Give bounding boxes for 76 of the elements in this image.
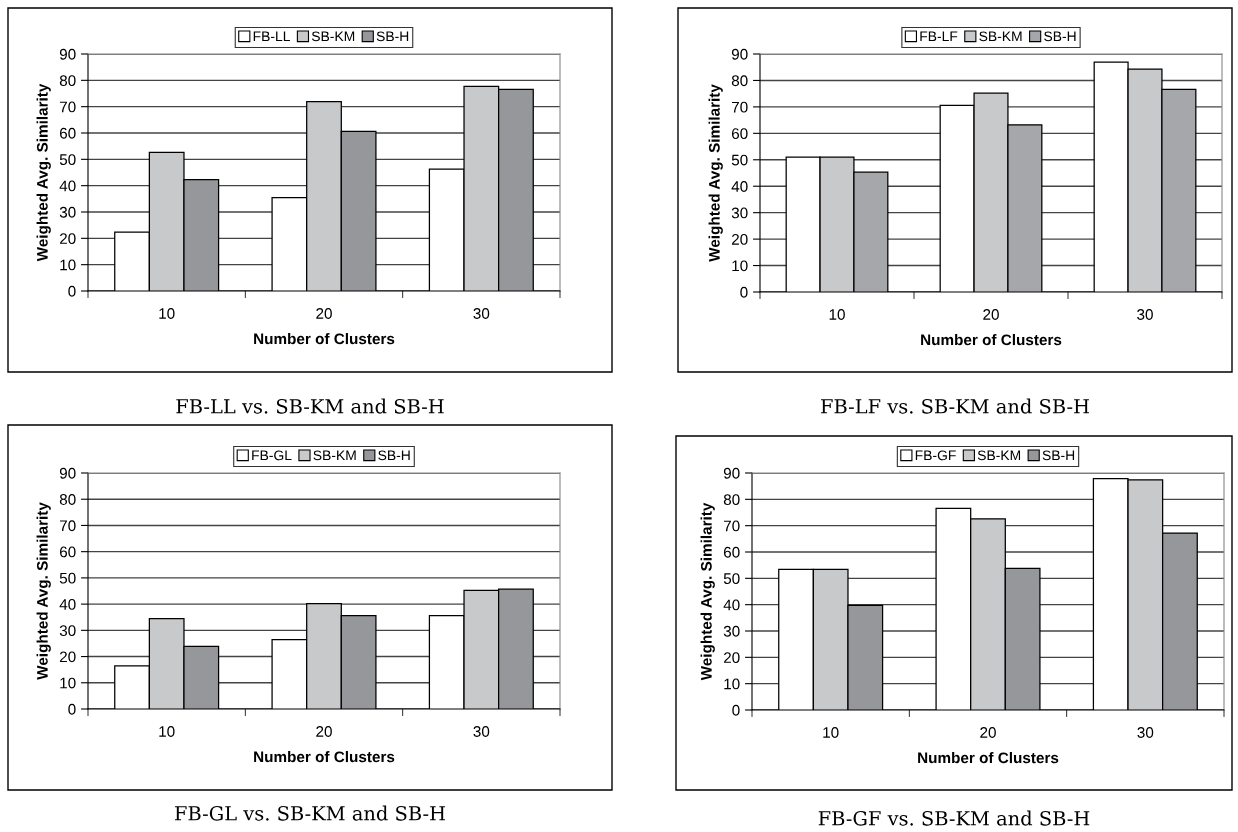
y-tick-label: 80 [731,75,748,87]
y-tick-label: 10 [732,260,748,272]
legend-label: SB-H [378,450,410,461]
y-tick-label: 20 [731,233,748,245]
x-tick-label: 30 [1137,309,1153,320]
x-tick-label: 10 [829,309,845,320]
x-tick-label: 20 [980,727,996,738]
y-axis-title: Weighted Avg. Similarity [708,84,723,262]
y-tick-label: 50 [723,573,740,585]
y-tick-label: 50 [731,154,748,166]
legend-label: SB-H [1044,31,1076,42]
x-tick-label: 30 [473,308,490,319]
y-tick-label: 10 [724,678,740,690]
y-tick-label: 20 [59,233,76,245]
y-tick-label: 60 [723,546,740,558]
y-tick-label: 80 [59,494,76,505]
legend-label: FB-GL [252,450,292,461]
legend-label: SB-H [1042,450,1075,461]
legend-label: SB-KM [313,450,356,461]
x-axis-title: Number of Clusters [254,333,395,345]
y-tick-label: 70 [59,101,76,113]
y-tick-label: 0 [68,285,76,297]
y-tick-label: 70 [723,520,740,532]
text: FB-GF vs. SB-KM and SB-H [818,810,1090,826]
x-axis-title: Number of Clusters [254,751,395,763]
y-axis-title: Weighted Avg. Similarity [36,83,51,262]
text: FB-GL vs. SB-KM and SB-H [175,805,445,821]
y-tick-label: 30 [731,207,748,219]
y-tick-label: 70 [59,520,76,532]
legend-label: FB-LF [920,31,958,42]
y-tick-label: 70 [731,101,748,113]
y-tick-label: 40 [723,599,740,611]
legend-label: SB-KM [977,450,1021,461]
y-tick-label: 30 [723,625,740,637]
y-tick-label: 0 [68,703,76,715]
y-tick-label: 40 [59,598,76,610]
y-tick-label: 30 [59,206,76,218]
y-tick-label: 20 [59,651,76,663]
x-axis-title: Number of Clusters [921,334,1062,346]
y-tick-label: 90 [723,467,740,479]
x-tick-label: 10 [159,726,175,737]
x-tick-label: 10 [823,727,839,738]
y-tick-label: 0 [740,286,748,298]
x-tick-label: 20 [316,308,332,319]
x-axis-title: Number of Clusters [918,752,1059,764]
legend-label: FB-GF [915,450,956,461]
x-tick-label: 20 [316,726,332,737]
y-tick-label: 40 [59,180,76,192]
y-axis-title: Weighted Avg. Similarity [36,502,51,680]
y-tick-label: 80 [59,75,76,87]
y-tick-label: 50 [59,572,76,584]
x-tick-label: 30 [473,726,490,737]
y-tick-label: 90 [59,467,76,479]
y-tick-label: 90 [731,48,748,60]
y-tick-label: 90 [59,48,76,60]
x-tick-label: 10 [159,308,175,319]
legend-label: SB-KM [979,31,1022,42]
y-tick-label: 60 [59,127,76,139]
text: FB-LF vs. SB-KM and SB-H [821,398,1089,414]
legend-label: FB-LL [253,31,290,42]
y-tick-label: 30 [59,625,76,637]
y-tick-label: 60 [59,546,76,558]
x-tick-label: 30 [1137,727,1154,738]
y-tick-label: 20 [723,652,740,664]
y-tick-label: 50 [59,154,76,166]
y-tick-label: 10 [60,677,76,689]
legend-label: SB-H [376,31,409,42]
y-tick-label: 40 [731,181,748,192]
y-axis-title: Weighted Avg. Similarity [700,502,715,681]
legend-label: SB-KM [311,31,355,42]
y-tick-label: 80 [723,494,740,506]
y-tick-label: 0 [732,704,740,716]
text: FB-LL vs. SB-KM and SB-H [176,398,444,414]
y-tick-label: 10 [60,259,76,271]
y-tick-label: 60 [731,128,748,140]
x-tick-label: 20 [983,309,999,320]
